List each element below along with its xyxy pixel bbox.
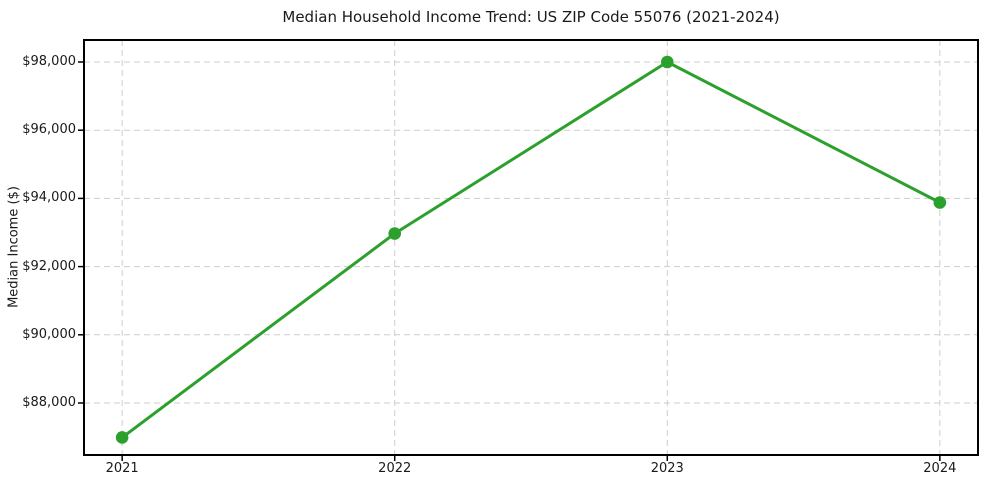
- data-point-2023: [660, 55, 674, 69]
- x-tick-label: 2021: [105, 461, 139, 476]
- y-tick-label: $96,000: [22, 122, 76, 138]
- y-tick-label: $88,000: [22, 394, 76, 410]
- y-tick-label: $94,000: [22, 190, 76, 206]
- y-tick-label: $98,000: [22, 53, 76, 69]
- x-tick-label: 2024: [923, 461, 957, 476]
- y-tick-label: $92,000: [22, 258, 76, 274]
- x-tick-label: 2023: [650, 461, 684, 476]
- y-tick-label: $90,000: [22, 326, 76, 342]
- data-point-2024: [933, 196, 947, 209]
- data-point-2022: [388, 227, 402, 240]
- trend-line: [120, 60, 942, 439]
- x-tick-label: 2022: [378, 461, 412, 476]
- plot-border: [83, 39, 979, 456]
- chart-title: Median Household Income Trend: US ZIP Co…: [282, 8, 780, 26]
- data-point-2021: [115, 431, 129, 444]
